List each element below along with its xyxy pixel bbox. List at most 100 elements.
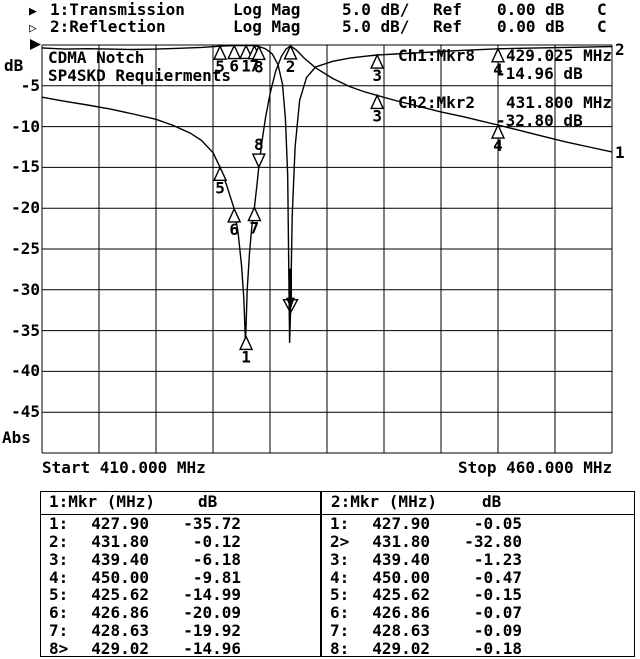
- marker-2-number: 2: [286, 57, 296, 76]
- marker-frequency-cell: 426.86: [372, 603, 430, 623]
- trace1-id-label: 1: [615, 143, 625, 162]
- marker-1-triangle-icon: [238, 334, 254, 351]
- marker-number-cell: 5:: [49, 585, 69, 605]
- marker-number-cell: 2:: [49, 531, 69, 551]
- marker-db-cell: -0.12: [192, 531, 241, 551]
- channel2-trace-label: 2:Reflection: [50, 17, 166, 36]
- marker-frequency-cell: 425.62: [372, 585, 430, 605]
- marker-db-cell: -19.92: [183, 621, 241, 641]
- marker-table-row: 2: 431.80 -0.12: [41, 531, 320, 551]
- marker-5-triangle-icon: [212, 44, 228, 60]
- marker-8-triangle-icon: [251, 44, 266, 61]
- marker-7-number: 7: [250, 57, 260, 76]
- marker-frequency-cell: 439.40: [91, 549, 149, 569]
- marker-3-number: 3: [372, 66, 382, 85]
- marker-frequency-cell: 450.00: [91, 567, 149, 587]
- y-tick-label: -10: [11, 116, 40, 136]
- marker-frequency-cell: 431.80: [372, 531, 430, 551]
- channel1-trace-label: 1:Transmission: [50, 0, 185, 19]
- marker-table-ch2-db-header: dB: [482, 492, 502, 511]
- start-frequency-label: Start 410.000 MHz: [42, 458, 206, 477]
- marker-number-cell: 1:: [330, 514, 350, 533]
- ch2-marker-readout-freq: 431.800 MHz: [506, 93, 612, 112]
- y-tick-label: -15: [11, 157, 40, 177]
- y-axis-abs-label: Abs: [2, 428, 31, 447]
- y-axis-unit-label: dB: [4, 56, 24, 75]
- marker-table-row: 4: 450.00 -0.47: [322, 567, 634, 587]
- marker-frequency-cell: 427.90: [91, 514, 149, 533]
- plot-title-line2: SP4SKD Requierments: [48, 66, 232, 85]
- plot-title-line1: CDMA Notch: [48, 48, 145, 67]
- y-tick-label: -40: [11, 361, 40, 381]
- marker-7-number: 7: [250, 219, 260, 238]
- marker-db-cell: -20.09: [183, 603, 241, 623]
- marker-5-number: 5: [215, 178, 225, 197]
- marker-db-cell: -0.07: [473, 603, 522, 623]
- marker-1-triangle-icon: [238, 43, 254, 60]
- marker-db-cell: -9.81: [192, 567, 241, 587]
- y-tick-label: -5: [20, 75, 40, 95]
- stop-frequency-label: Stop 460.000 MHz: [458, 458, 613, 477]
- y-tick-label: -45: [11, 402, 40, 422]
- marker-number-cell: 4:: [330, 567, 350, 587]
- marker-table-row: 3: 439.40 -1.23: [322, 549, 634, 569]
- ch1-marker-readout-label: Ch1:Mkr8: [398, 46, 476, 65]
- channel1-scale: 5.0 dB/: [342, 0, 410, 19]
- channel2-scale: 5.0 dB/: [342, 17, 410, 36]
- marker-number-cell: 5:: [330, 585, 350, 605]
- channel1-ref-label: Ref: [433, 0, 462, 19]
- marker-number-cell: 8>: [49, 638, 69, 658]
- ref-level-pointer-icon: [30, 39, 41, 50]
- marker-db-cell: -1.23: [473, 549, 522, 569]
- marker-4-triangle-icon: [490, 123, 506, 139]
- marker-frequency-cell: 425.62: [91, 585, 149, 605]
- ch1-marker-readout-freq: 429.025 MHz: [506, 46, 612, 65]
- marker-frequency-cell: 428.63: [91, 621, 149, 641]
- marker-number-cell: 4:: [49, 567, 69, 587]
- ch2-marker-readout-value: -32.80 dB: [496, 111, 583, 130]
- marker-db-cell: -14.96: [183, 638, 241, 658]
- marker-frequency-cell: 428.63: [372, 621, 430, 641]
- marker-4-number: 4: [493, 60, 503, 79]
- marker-1-number: 1: [241, 347, 251, 366]
- active-marker-8-number: 8: [254, 135, 264, 154]
- ch2-marker-readout-label: Ch2:Mkr2: [398, 93, 476, 112]
- channel2-ref-value: 0.00 dB: [497, 17, 565, 36]
- marker-3-number: 3: [372, 106, 382, 125]
- marker-table-row: 6: 426.86 -20.09: [41, 604, 320, 622]
- marker-frequency-cell: 450.00: [372, 567, 430, 587]
- channel1-ref-value: 0.00 dB: [497, 0, 565, 19]
- channel2-ref-label: Ref: [433, 17, 462, 36]
- channel1-correction-flag: C: [597, 0, 607, 19]
- marker-number-cell: 3:: [330, 549, 350, 569]
- marker-table-row: 6: 426.86 -0.07: [322, 604, 634, 622]
- trace2-id-label: 2: [615, 40, 625, 59]
- trace-2: [41, 44, 613, 343]
- active-marker-8-triangle-icon: [251, 153, 266, 169]
- y-tick-label: -20: [11, 198, 40, 218]
- marker-5-triangle-icon: [212, 165, 228, 182]
- marker-frequency-cell: 429.02: [372, 638, 430, 658]
- active-marker-2-arrowhead-icon: [286, 297, 296, 309]
- marker-db-cell: -35.72: [183, 514, 241, 533]
- marker-table-row: 5: 425.62 -0.15: [322, 586, 634, 604]
- marker-6-number: 6: [229, 57, 239, 76]
- marker-4-triangle-icon: [490, 47, 506, 63]
- marker-table-ch2-title: 2:Mkr (MHz): [331, 492, 437, 511]
- trace-1: [41, 45, 613, 344]
- marker-table-ch1: 1:Mkr (MHz) dB 1: 427.90 -35.72 2: 431.80 -0.…: [40, 491, 321, 657]
- active-marker-2-triangle-icon: [282, 298, 299, 315]
- y-tick-label: -25: [11, 239, 40, 258]
- marker-number-cell: 2>: [330, 531, 350, 551]
- marker-table-row: 3: 439.40 -6.18: [41, 549, 320, 569]
- channel1-active-pointer-icon: ▶: [29, 4, 37, 19]
- marker-6-triangle-icon: [227, 43, 242, 60]
- marker-db-cell: -32.80: [464, 531, 522, 551]
- marker-number-cell: 1:: [49, 514, 69, 533]
- marker-4-number: 4: [493, 136, 503, 155]
- marker-db-cell: -14.99: [183, 585, 241, 605]
- marker-table-ch1-title: 1:Mkr (MHz): [49, 492, 155, 511]
- marker-frequency-cell: 431.80: [91, 531, 149, 551]
- marker-3-triangle-icon: [370, 53, 385, 69]
